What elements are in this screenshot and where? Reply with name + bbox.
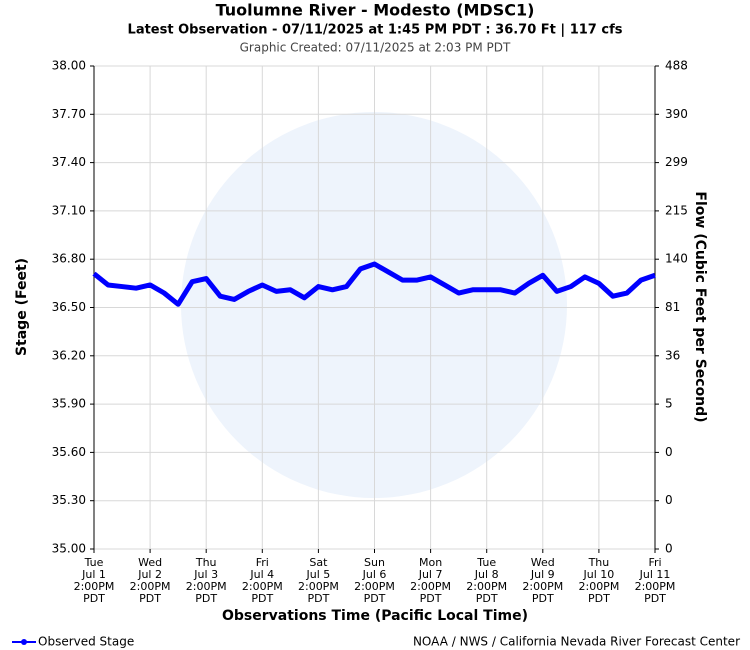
x-tick-label: 2:00PM <box>130 580 171 593</box>
x-tick-label: 2:00PM <box>242 580 283 593</box>
y2-tick-label: 299 <box>665 155 688 169</box>
y2-tick-label: 36 <box>665 348 680 362</box>
y2-tick-label: 0 <box>665 542 673 556</box>
x-tick-label: 2:00PM <box>410 580 451 593</box>
x-axis-label: Observations Time (Pacific Local Time) <box>222 608 528 624</box>
x-tick-label: Wed <box>531 556 555 569</box>
y-tick-label: 37.70 <box>52 107 86 121</box>
x-tick-label: PDT <box>420 592 442 605</box>
y2-axis-label: Flow (Cubic Feet per Second) <box>692 191 708 422</box>
y-axis-label: Stage (Feet) <box>14 258 30 356</box>
x-tick-label: Jul 10 <box>583 568 615 581</box>
y-tick-label: 38.00 <box>52 59 86 73</box>
x-tick-label: PDT <box>251 592 273 605</box>
x-tick-label: 2:00PM <box>354 580 395 593</box>
x-tick-label: 2:00PM <box>578 580 619 593</box>
legend-label: Observed Stage <box>38 635 134 649</box>
credit: NOAA / NWS / California Nevada River For… <box>413 635 740 649</box>
x-tick-label: Tue <box>84 556 104 569</box>
x-tick-label: 2:00PM <box>466 580 507 593</box>
x-tick-label: Jul 4 <box>249 568 274 581</box>
y2-tick-label: 0 <box>665 493 673 507</box>
y-tick-label: 36.50 <box>52 300 86 314</box>
created-note: Graphic Created: 07/11/2025 at 2:03 PM P… <box>240 41 511 55</box>
y2-tick-label: 0 <box>665 445 673 459</box>
x-tick-label: PDT <box>139 592 161 605</box>
y-tick-label: 36.80 <box>52 252 86 266</box>
x-tick-label: Thu <box>588 556 610 569</box>
y-tick-label: 35.00 <box>52 542 86 556</box>
x-tick-label: PDT <box>644 592 666 605</box>
x-tick-label: Jul 8 <box>474 568 499 581</box>
x-tick-label: Sun <box>364 556 385 569</box>
x-tick-label: PDT <box>195 592 217 605</box>
x-tick-label: Wed <box>138 556 162 569</box>
x-tick-label: PDT <box>307 592 329 605</box>
y2-tick-label: 488 <box>665 59 688 73</box>
x-tick-label: 2:00PM <box>298 580 339 593</box>
chart-title: Tuolumne River - Modesto (MDSC1) <box>216 1 535 20</box>
x-tick-label: Fri <box>256 556 269 569</box>
y2-tick-label: 81 <box>665 300 680 314</box>
x-tick-label: Jul 1 <box>81 568 106 581</box>
x-tick-label: 2:00PM <box>522 580 563 593</box>
y2-tick-label: 390 <box>665 107 688 121</box>
y-tick-label: 37.40 <box>52 155 86 169</box>
x-tick-label: Jul 5 <box>306 568 331 581</box>
x-tick-label: Mon <box>419 556 442 569</box>
y2-tick-label: 140 <box>665 252 688 266</box>
y2-tick-label: 5 <box>665 397 673 411</box>
y-tick-label: 35.30 <box>52 493 86 507</box>
chart-subtitle: Latest Observation - 07/11/2025 at 1:45 … <box>128 23 623 38</box>
x-tick-label: PDT <box>532 592 554 605</box>
legend-marker <box>21 639 27 645</box>
y2-tick-label: 215 <box>665 203 688 217</box>
x-tick-label: Jul 2 <box>137 568 162 581</box>
x-tick-label: PDT <box>588 592 610 605</box>
x-tick-label: Jul 7 <box>418 568 443 581</box>
y-tick-label: 35.60 <box>52 445 86 459</box>
x-tick-label: Jul 11 <box>639 568 671 581</box>
x-tick-label: Jul 3 <box>193 568 218 581</box>
x-tick-label: PDT <box>476 592 498 605</box>
x-tick-label: PDT <box>83 592 105 605</box>
x-tick-label: 2:00PM <box>635 580 676 593</box>
x-tick-label: Tue <box>476 556 496 569</box>
y-tick-label: 35.90 <box>52 397 86 411</box>
x-tick-label: Sat <box>309 556 328 569</box>
x-tick-label: PDT <box>364 592 386 605</box>
x-tick-label: Thu <box>195 556 217 569</box>
y-tick-label: 36.20 <box>52 348 86 362</box>
x-tick-label: 2:00PM <box>186 580 227 593</box>
x-tick-label: Jul 9 <box>530 568 555 581</box>
x-tick-label: 2:00PM <box>74 580 115 593</box>
y-tick-label: 37.10 <box>52 203 86 217</box>
series-line <box>92 261 656 307</box>
x-tick-label: Fri <box>648 556 661 569</box>
x-tick-label: Jul 6 <box>362 568 387 581</box>
